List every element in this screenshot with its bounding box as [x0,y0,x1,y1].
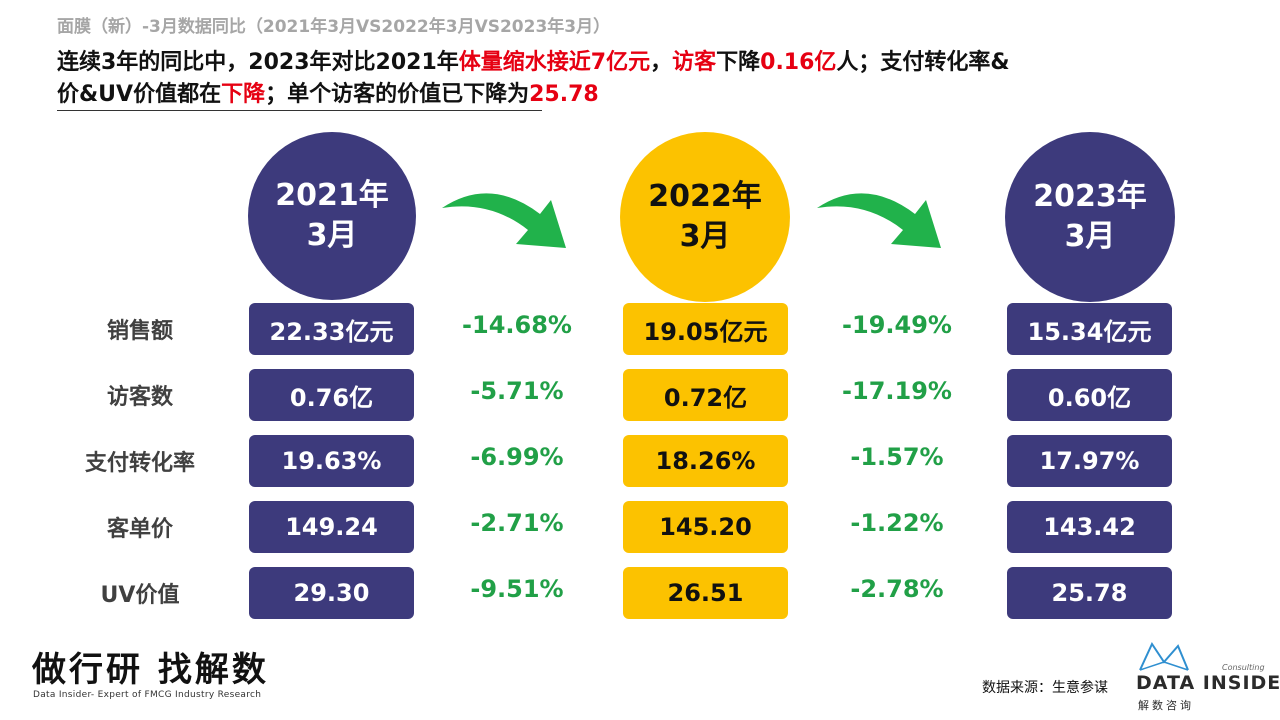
metric-value: 25.78 [1007,567,1172,619]
metric-value: 19.63% [249,435,414,487]
metric-label: 客单价 [106,517,173,542]
logo-chinese-name: 解数咨询 [1138,699,1194,712]
metric-change: -5.71% [470,377,564,405]
period-year: 2022年 [648,179,762,214]
headline-underline [57,110,542,111]
metric-value: 149.24 [249,501,414,553]
headline-text: 连续3年的同比中，2023年对比2021年 [57,50,459,75]
period-year: 2023年 [1033,179,1147,214]
metric-change: -2.71% [470,509,564,537]
period-month: 3月 [1064,219,1116,254]
metric-label: 访客数 [106,385,173,410]
period-month: 3月 [679,219,731,254]
metric-change: -17.19% [842,377,952,405]
period-year: 2021年 [275,178,389,213]
metric-value: 143.42 [1007,501,1172,553]
data-insider-logo-icon [1139,641,1189,671]
top-bar [0,0,1280,8]
curved-arrow-icon [817,193,941,248]
headline-line-1: 连续3年的同比中，2023年对比2021年体量缩水接近7亿元，访客下降0.16亿… [57,44,1010,76]
headline-highlight: 体量缩水接近7亿元 [458,50,651,75]
logo-name: DATA INSIDER [1136,672,1280,694]
metric-value: 0.60亿 [1007,369,1172,421]
metric-change: -9.51% [470,575,564,603]
headline-highlight: 25.78 [529,82,599,107]
metric-value: 0.76亿 [249,369,414,421]
curved-arrow-icon [442,193,566,248]
metric-value: 17.97% [1007,435,1172,487]
metric-change: -1.22% [850,509,944,537]
metric-label: UV价值 [100,583,180,608]
slide-subtitle: 面膜（新）-3月数据同比（2021年3月VS2022年3月VS2023年3月） [57,17,611,37]
period-circle-2023: 2023年 3月 [1005,132,1175,302]
headline-line-2: 价&UV价值都在下降；单个访客的价值已下降为25.78 [57,76,599,108]
headline-text: 人；支付转化率& [836,50,1010,75]
period-circle-2022: 2022年 3月 [620,132,790,302]
metric-value: 19.05亿元 [623,303,788,355]
metric-value: 22.33亿元 [249,303,414,355]
headline-highlight: 0.16亿 [760,50,837,75]
headline-highlight: 下降 [221,82,266,107]
headline-text: ， [650,50,673,75]
headline-highlight: 访客 [672,50,717,75]
metric-value: 29.30 [249,567,414,619]
slogan: 做行研 找解数 [32,650,269,690]
metric-change: -1.57% [850,443,944,471]
metric-change: -14.68% [462,311,572,339]
headline-text: ；单个访客的价值已下降为 [265,82,530,107]
metric-label: 销售额 [106,319,173,344]
period-circle-2021: 2021年 3月 [248,132,416,300]
metric-change: -6.99% [470,443,564,471]
metric-value: 0.72亿 [623,369,788,421]
logo-consulting: Consulting [1222,663,1265,672]
metric-change: -19.49% [842,311,952,339]
data-source: 数据来源：生意参谋 [982,680,1108,696]
headline-text: 价&UV价值都在 [57,82,222,107]
period-month: 3月 [306,218,358,253]
metric-value: 18.26% [623,435,788,487]
slogan-subtitle: Data Insider- Expert of FMCG Industry Re… [33,690,262,700]
metric-change: -2.78% [850,575,944,603]
metric-value: 26.51 [623,567,788,619]
metric-value: 15.34亿元 [1007,303,1172,355]
headline-text: 下降 [716,50,761,75]
metric-value: 145.20 [623,501,788,553]
metric-label: 支付转化率 [84,451,195,476]
